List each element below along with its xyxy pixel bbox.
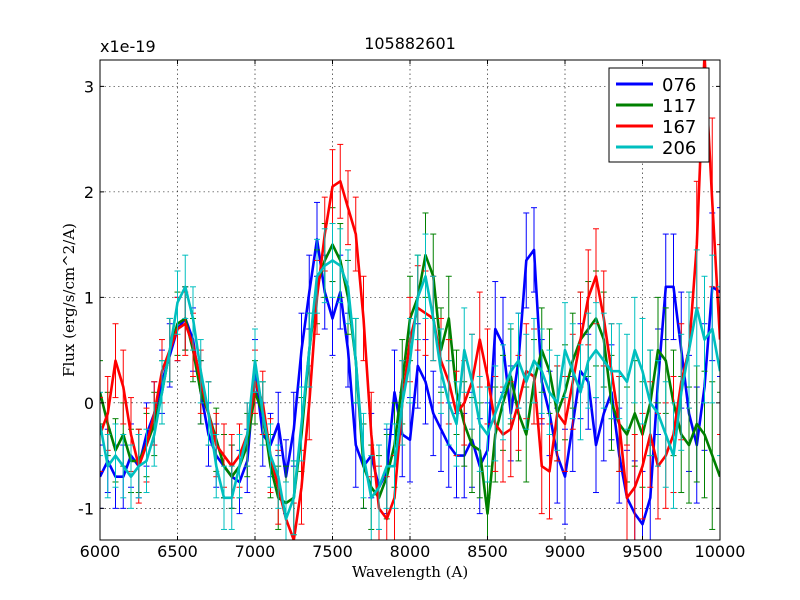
series-line-206	[100, 259, 720, 521]
x-tick-label: 8500	[467, 542, 508, 561]
chart-title: 105882601	[364, 34, 456, 53]
y-axis-label: Flux (erg/s/cm^2/A)	[60, 223, 78, 377]
x-axis-label: Wavelength (A)	[352, 563, 468, 581]
x-tick-label: 8000	[390, 542, 431, 561]
y-tick-label: -1	[78, 499, 94, 518]
series-layer	[100, 60, 720, 540]
legend-label-206: 206	[662, 138, 696, 159]
y-tick-label: 3	[84, 77, 94, 96]
legend-label-117: 117	[662, 96, 696, 117]
x-tick-label: 6500	[157, 542, 198, 561]
x-tick-label: 7500	[312, 542, 353, 561]
series-line-076	[100, 238, 720, 526]
axis-ticks	[99, 60, 721, 540]
legend-label-076: 076	[662, 75, 696, 96]
y-offset-label: x1e-19	[100, 37, 156, 56]
y-tick-label: 0	[84, 394, 94, 413]
x-tick-label: 10000	[695, 542, 746, 561]
x-tick-label: 6000	[80, 542, 121, 561]
axis-tick-labels: 6000 6500 7000 7500 8000 8500 9000 9500 10000 -1 0…	[78, 77, 745, 561]
x-tick-label: 9500	[622, 542, 663, 561]
x-tick-label: 9000	[545, 542, 586, 561]
y-tick-label: 1	[84, 288, 94, 307]
legend-label-167: 167	[662, 117, 696, 138]
x-tick-label: 7000	[235, 542, 276, 561]
y-tick-label: 2	[84, 183, 94, 202]
series-206	[100, 223, 720, 540]
